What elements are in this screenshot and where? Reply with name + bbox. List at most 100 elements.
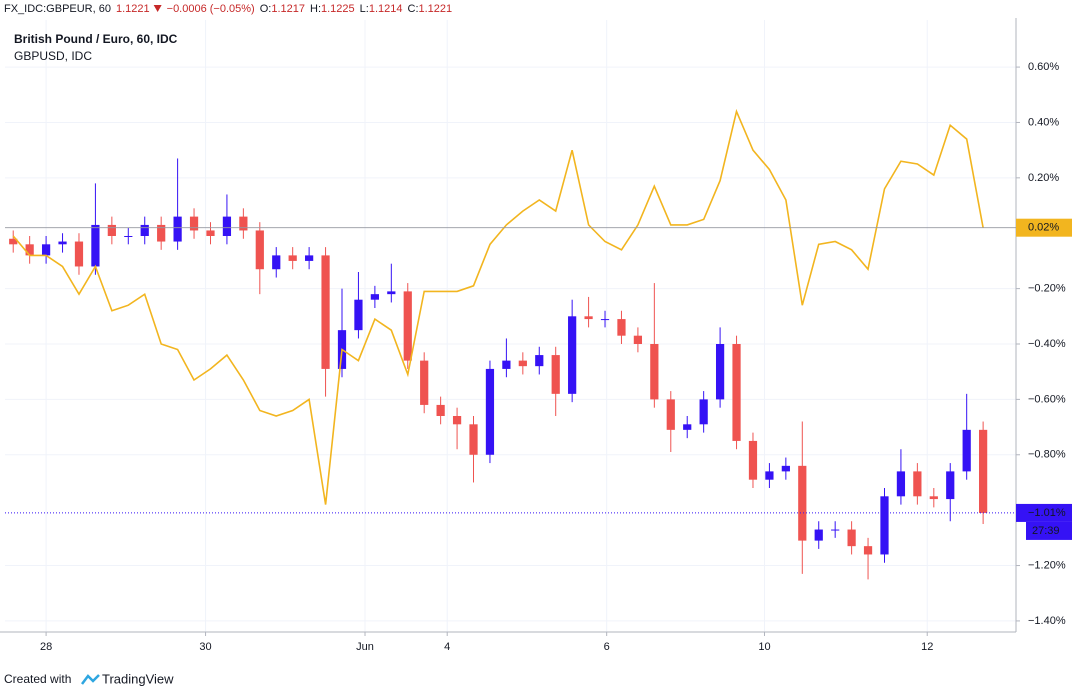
x-tick-label: 30 bbox=[199, 641, 211, 653]
x-tick-label: 6 bbox=[604, 641, 610, 653]
x-tick-label: 12 bbox=[921, 641, 933, 653]
candle-body bbox=[814, 529, 823, 541]
x-tick-label: Jun bbox=[356, 641, 374, 653]
header: FX_IDC:GBPEUR, 60 1.1221 −0.0006 (−0.05%) O… bbox=[4, 3, 452, 15]
symbol: FX_IDC:GBPEUR, 60 bbox=[4, 3, 111, 15]
legend-main: British Pound / Euro, 60, IDC bbox=[14, 32, 178, 46]
y-tick-label: −1.40% bbox=[1028, 615, 1066, 627]
candle-body bbox=[633, 335, 643, 344]
candle-body bbox=[962, 429, 971, 472]
candle-body bbox=[173, 216, 182, 242]
candle-body bbox=[436, 404, 445, 416]
candle-body bbox=[880, 496, 889, 555]
low-label: L: bbox=[360, 3, 369, 15]
y-tick-label: 0.60% bbox=[1028, 61, 1059, 73]
candle-body bbox=[58, 241, 67, 245]
candle-body bbox=[41, 244, 51, 256]
countdown: 27:39 bbox=[1032, 525, 1060, 537]
plot bbox=[9, 108, 988, 580]
open: 1.1217 bbox=[271, 3, 305, 15]
high: 1.1225 bbox=[321, 3, 355, 15]
candle-body bbox=[765, 471, 774, 480]
candle-body bbox=[206, 230, 215, 236]
candle-body bbox=[321, 255, 330, 369]
candle-body bbox=[25, 244, 34, 256]
x-tick-label: 28 bbox=[40, 641, 52, 653]
x-tick-label: 10 bbox=[758, 641, 770, 653]
candle-body bbox=[518, 360, 527, 367]
candle-body bbox=[650, 344, 659, 400]
candle-body bbox=[74, 241, 84, 267]
candle-body bbox=[222, 216, 232, 236]
candle-body bbox=[535, 355, 544, 367]
candle-body bbox=[288, 255, 297, 261]
candle-body bbox=[140, 224, 149, 236]
candle-body bbox=[732, 344, 741, 441]
candle-body bbox=[863, 546, 873, 555]
y-tick-label: −0.20% bbox=[1028, 283, 1066, 295]
candle-body bbox=[452, 416, 462, 425]
candle-body bbox=[502, 360, 511, 369]
candle-body bbox=[551, 355, 560, 394]
y-tick-label: 0.40% bbox=[1028, 116, 1059, 128]
candle-body bbox=[107, 224, 116, 236]
candle-body bbox=[354, 299, 363, 331]
candle-body bbox=[189, 216, 199, 231]
last-price-box bbox=[1016, 503, 1072, 522]
candle-body bbox=[485, 368, 495, 455]
compare-last-label: 0.02% bbox=[1028, 222, 1059, 234]
candle-body bbox=[683, 424, 692, 430]
open-label: O: bbox=[260, 3, 272, 15]
grid bbox=[5, 20, 1016, 632]
y-tick-label: −1.20% bbox=[1028, 559, 1066, 571]
candle-body bbox=[748, 440, 758, 480]
y-tick-label: −0.40% bbox=[1028, 338, 1066, 350]
candle-body bbox=[699, 399, 708, 425]
candle-body bbox=[979, 429, 988, 513]
candle-body bbox=[781, 465, 790, 472]
candle-body bbox=[469, 424, 478, 455]
close: 1.1221 bbox=[419, 3, 453, 15]
candle-body bbox=[946, 471, 955, 500]
countdown-box bbox=[1026, 521, 1072, 540]
candle-body bbox=[370, 294, 379, 300]
candle-body bbox=[584, 316, 593, 320]
candle-body bbox=[600, 319, 610, 321]
logo bbox=[81, 674, 100, 685]
candle-body bbox=[896, 471, 906, 497]
candle-body bbox=[666, 399, 675, 430]
low: 1.1214 bbox=[369, 3, 403, 15]
x-tick-label: 4 bbox=[444, 641, 450, 653]
candle-body bbox=[617, 319, 626, 336]
legend-compare: GBPUSD, IDC bbox=[14, 49, 92, 63]
candle-body bbox=[929, 496, 938, 500]
candle-body bbox=[305, 255, 314, 261]
footer-brand[interactable]: TradingView bbox=[102, 671, 174, 686]
candle-body bbox=[255, 230, 264, 270]
candle-body bbox=[387, 291, 396, 295]
last-price-label: −1.01% bbox=[1028, 507, 1066, 519]
candle-body bbox=[124, 236, 133, 237]
close-label: C: bbox=[408, 3, 419, 15]
candle-body bbox=[272, 255, 281, 270]
candle-body bbox=[568, 316, 577, 394]
candle-body bbox=[9, 238, 18, 245]
down-arrow bbox=[153, 5, 162, 12]
high-label: H: bbox=[310, 3, 321, 15]
footer-created: Created with bbox=[4, 672, 71, 686]
candle-body bbox=[239, 216, 248, 231]
candle-body bbox=[798, 465, 807, 541]
price: 1.1221 bbox=[116, 3, 150, 15]
y-tick-label: 0.20% bbox=[1028, 172, 1059, 184]
compare-line bbox=[12, 108, 984, 505]
candle-body bbox=[91, 224, 100, 267]
y-tick-label: −0.60% bbox=[1028, 393, 1066, 405]
candle-body bbox=[420, 360, 429, 405]
candle-body bbox=[157, 224, 166, 242]
candle-body bbox=[831, 529, 840, 531]
candle-body bbox=[913, 471, 922, 497]
candle-body bbox=[715, 344, 725, 400]
compare-last-box bbox=[1016, 218, 1072, 237]
